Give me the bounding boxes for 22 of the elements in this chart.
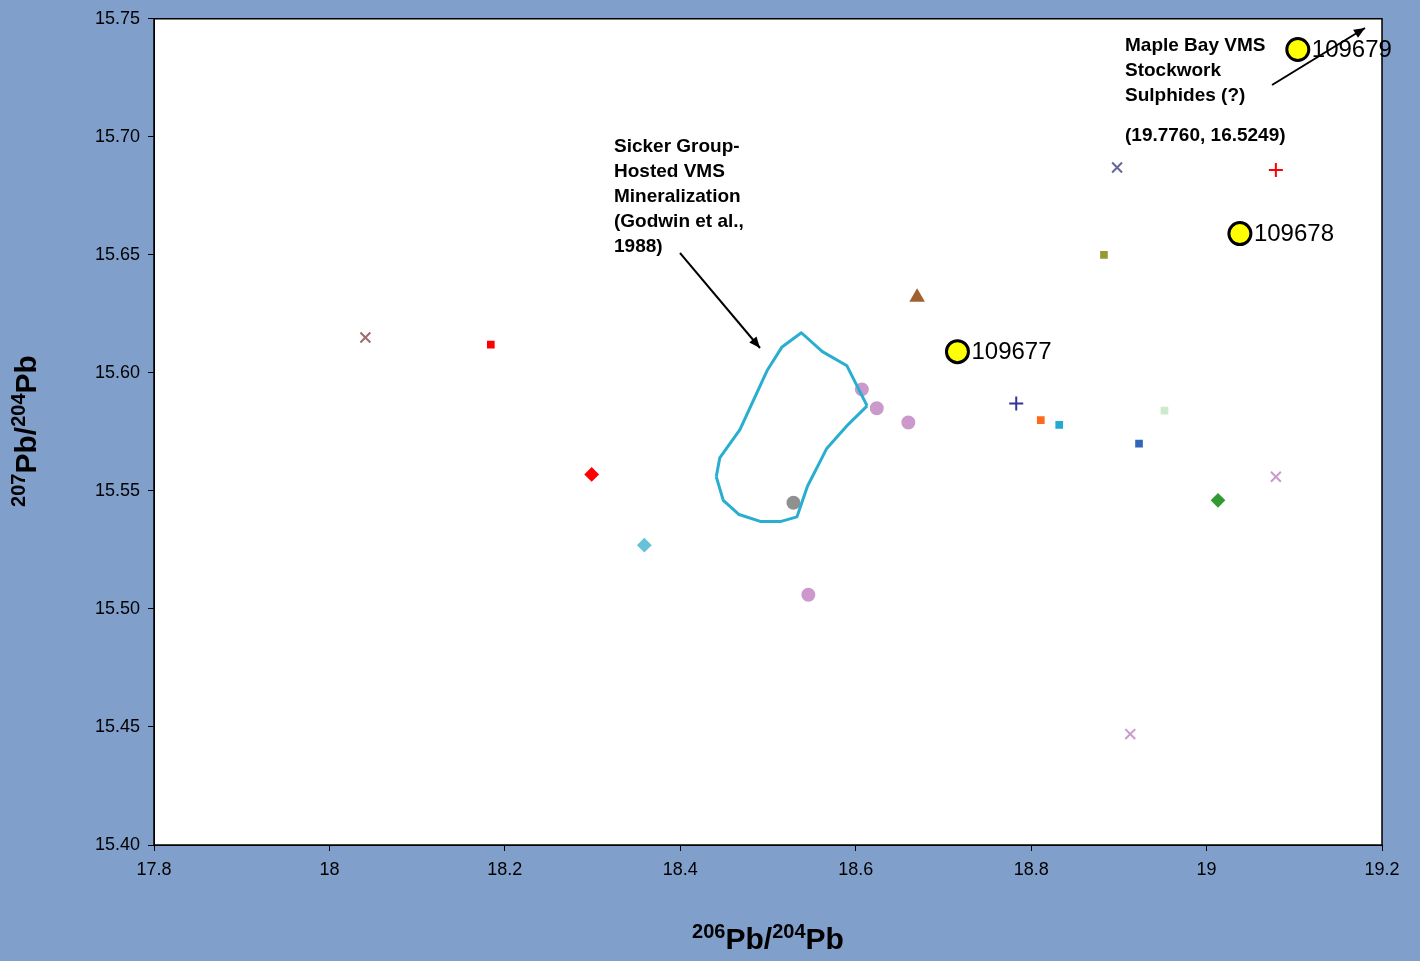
x-tick-label: 18.2 bbox=[487, 858, 523, 879]
y-tick-label: 15.60 bbox=[94, 361, 140, 382]
annotation: Sicker Group-Hosted VMS Mineralization (Godwin et al., 1988) bbox=[614, 134, 744, 256]
x-tick-label: 18.8 bbox=[1013, 858, 1049, 879]
annotation: (19.7760, 16.5249) bbox=[1125, 123, 1286, 145]
x-tick-label: 19.2 bbox=[1364, 858, 1400, 879]
y-tick-label: 15.50 bbox=[94, 597, 140, 618]
y-tick-label: 15.75 bbox=[94, 7, 140, 28]
annotation: 109677 bbox=[971, 337, 1052, 365]
y-tick-label: 15.40 bbox=[94, 833, 140, 854]
x-tick-label: 18.4 bbox=[662, 858, 698, 879]
annotation: Maple Bay VMS Stockwork Sulphides (?) bbox=[1125, 33, 1266, 105]
x-tick-label: 18.6 bbox=[838, 858, 874, 879]
x-tick-label: 17.8 bbox=[136, 858, 172, 879]
x-tick-label: 19 bbox=[1196, 858, 1217, 879]
y-tick-label: 15.65 bbox=[94, 243, 140, 264]
y-tick-label: 15.70 bbox=[94, 125, 140, 146]
x-axis-title: $^{206}$Pb/$^{204}$Pb bbox=[692, 920, 844, 956]
x-tick-label: 18 bbox=[319, 858, 340, 879]
y-tick-label: 15.55 bbox=[94, 479, 140, 500]
y-tick-label: 15.45 bbox=[94, 715, 140, 736]
annotation: 109678 bbox=[1253, 219, 1334, 247]
